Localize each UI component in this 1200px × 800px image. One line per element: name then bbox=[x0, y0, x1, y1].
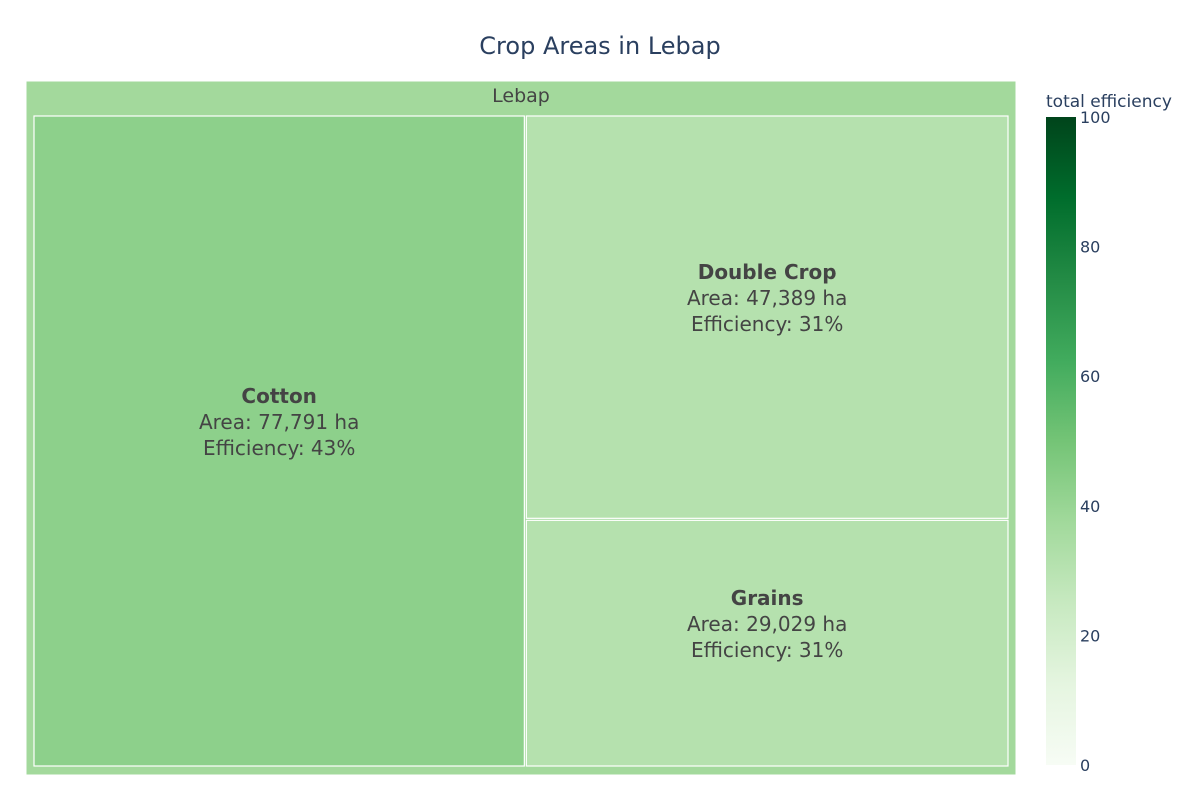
tile-name-label: Cotton bbox=[241, 384, 317, 408]
colorbar-tick-label: 20 bbox=[1080, 626, 1100, 645]
tile-efficiency-label: Efficiency: 43% bbox=[203, 436, 355, 460]
tile-rect bbox=[33, 115, 525, 767]
tile-area-label: Area: 47,389 ha bbox=[687, 286, 847, 310]
colorbar-ticks: 0 20 40 60 80 100 bbox=[1080, 108, 1111, 775]
tile-efficiency-label: Efficiency: 31% bbox=[691, 312, 843, 336]
colorbar-title: total efficiency bbox=[1046, 92, 1172, 112]
tile-name-label: Grains bbox=[731, 586, 804, 610]
tile-efficiency-label: Efficiency: 31% bbox=[691, 638, 843, 662]
colorbar-tick-label: 0 bbox=[1080, 756, 1090, 775]
colorbar-tick-label: 60 bbox=[1080, 367, 1100, 386]
tile-rect bbox=[525, 519, 1009, 767]
tile-area-label: Area: 77,791 ha bbox=[199, 410, 359, 434]
colorbar-tick-label: 100 bbox=[1080, 108, 1111, 127]
tile-area-label: Area: 29,029 ha bbox=[687, 612, 847, 636]
chart-title: Crop Areas in Lebap bbox=[479, 32, 721, 60]
colorbar-tick-label: 80 bbox=[1080, 238, 1100, 257]
tile-name-label: Double Crop bbox=[698, 260, 837, 284]
tile-rect bbox=[525, 115, 1009, 519]
colorbar-tick-label: 40 bbox=[1080, 497, 1100, 516]
root-label: Lebap bbox=[492, 85, 550, 107]
colorbar-gradient bbox=[1046, 117, 1076, 765]
